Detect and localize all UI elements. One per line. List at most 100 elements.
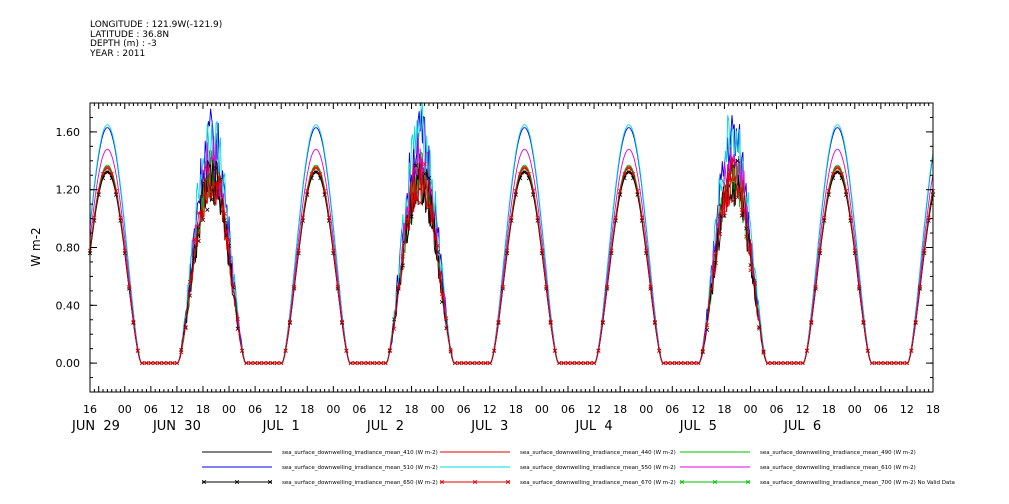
series-marker <box>309 171 314 176</box>
x-tick-label: 06 <box>874 403 888 416</box>
series-marker <box>509 215 514 220</box>
series-marker <box>522 170 527 175</box>
series-marker <box>583 361 588 366</box>
series-marker <box>322 188 327 194</box>
x-tick-label: 00 <box>743 403 757 416</box>
y-tick-label: 0.00 <box>56 357 81 370</box>
series-marker <box>578 361 584 366</box>
series-marker <box>596 348 601 353</box>
series-marker <box>305 188 310 194</box>
series-marker <box>444 316 449 321</box>
series-marker <box>739 207 744 212</box>
series-marker <box>105 170 110 175</box>
x-date-label: JUN 30 <box>152 419 201 434</box>
series-marker <box>657 348 662 353</box>
series-marker <box>565 361 571 366</box>
series-marker <box>96 188 101 194</box>
series-marker <box>574 361 579 366</box>
series-marker <box>587 361 592 366</box>
x-tick-label: 06 <box>248 403 262 416</box>
x-tick-label: 12 <box>274 403 288 416</box>
series-marker <box>800 361 805 366</box>
series-marker <box>896 361 901 366</box>
x-tick-label: 12 <box>587 403 601 416</box>
series-marker <box>505 248 510 253</box>
series-marker <box>253 361 258 366</box>
series-marker <box>735 195 740 200</box>
series-marker <box>92 218 97 223</box>
series-marker <box>713 260 718 265</box>
series-marker <box>261 361 266 366</box>
x-tick-label: 06 <box>457 403 471 416</box>
series-marker <box>796 361 801 366</box>
x-tick-label: 06 <box>561 403 575 416</box>
series-marker <box>852 248 857 253</box>
legend-label: sea_surface_downwelling_irradiance_mean_… <box>760 450 916 456</box>
series-marker <box>183 326 188 331</box>
series-marker <box>722 210 727 216</box>
series-marker <box>570 361 575 366</box>
series-marker <box>457 361 462 366</box>
series-marker <box>109 171 114 176</box>
series-marker <box>348 361 353 366</box>
series-marker <box>609 248 614 253</box>
legend-marker <box>234 479 240 485</box>
legend-label: sea_surface_downwelling_irradiance_mean_… <box>282 450 438 456</box>
x-tick-label: 00 <box>639 403 653 416</box>
x-tick-label: 12 <box>796 403 810 416</box>
series-marker <box>726 171 731 176</box>
series-marker <box>300 215 306 220</box>
series-marker <box>865 348 870 353</box>
series-marker <box>744 234 749 239</box>
series-marker <box>648 284 653 289</box>
series-marker <box>187 279 193 284</box>
series-marker <box>478 361 484 366</box>
series-marker <box>635 188 640 194</box>
legend-label: sea_surface_downwelling_irradiance_mean_… <box>282 465 438 471</box>
series-marker <box>379 361 384 366</box>
series-marker <box>235 316 240 322</box>
series-marker <box>526 171 531 176</box>
series-marker <box>370 361 375 366</box>
series-marker <box>409 214 414 219</box>
x-tick-label: 18 <box>196 403 210 416</box>
series-marker <box>826 188 831 194</box>
x-date-label: JUL 2 <box>366 419 404 434</box>
series-marker <box>335 284 340 289</box>
series-marker <box>696 361 701 366</box>
x-tick-label: 00 <box>535 403 549 416</box>
series-marker <box>157 361 162 366</box>
x-tick-label: 18 <box>613 403 627 416</box>
series-marker <box>904 361 910 366</box>
series-marker <box>166 361 171 366</box>
latitude-label: LATITUDE : 36.8N <box>90 29 170 40</box>
series-marker <box>618 188 623 194</box>
series-marker <box>731 198 736 203</box>
legend-marker <box>439 479 445 485</box>
series-marker <box>492 348 497 353</box>
series-marker <box>878 361 883 366</box>
series-marker <box>709 286 714 291</box>
series-marker <box>161 361 166 366</box>
series-marker <box>313 165 319 171</box>
series-marker <box>822 215 827 220</box>
y-tick-label: 1.20 <box>56 184 81 197</box>
series-marker <box>213 181 219 187</box>
series-marker <box>213 166 219 171</box>
legend-marker <box>472 479 478 485</box>
series-marker <box>148 361 153 366</box>
x-tick-label: 12 <box>483 403 497 416</box>
series-marker <box>361 361 366 366</box>
series-marker <box>92 215 97 220</box>
series-marker <box>431 214 436 220</box>
x-date-label: JUL 3 <box>470 419 508 434</box>
series-marker <box>170 361 175 366</box>
series-marker <box>644 248 649 253</box>
series-marker <box>200 193 206 198</box>
series-marker <box>240 348 245 353</box>
series-marker <box>257 361 262 366</box>
series-marker <box>926 215 931 220</box>
series-marker <box>717 231 723 237</box>
series-marker <box>105 165 110 171</box>
